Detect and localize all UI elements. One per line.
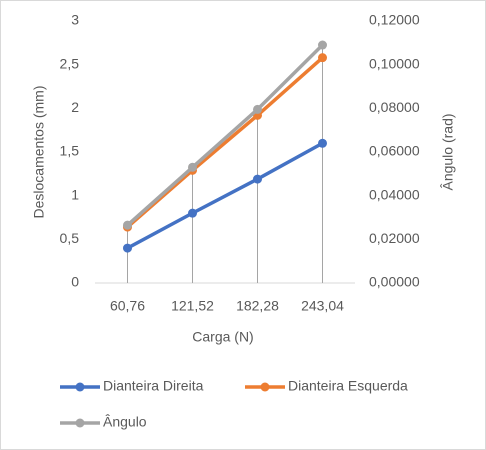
y-tick-label: 1,5 <box>60 143 80 159</box>
x-tick-label: 121,52 <box>171 298 214 314</box>
point <box>253 104 262 114</box>
legend-marker <box>260 382 270 392</box>
y-tick-label: 3 <box>71 12 79 28</box>
x-tick-label: 243,04 <box>301 298 344 314</box>
point <box>318 53 327 63</box>
y-tick-label: 0,5 <box>60 230 80 246</box>
point <box>123 243 132 253</box>
point <box>188 208 197 218</box>
legend-label: Dianteira Direita <box>103 378 204 394</box>
series-line <box>126 141 324 250</box>
y2-tick-label: 0,10000 <box>369 55 420 71</box>
y2-tick-label: 0,04000 <box>369 186 420 202</box>
series-line <box>126 56 324 229</box>
point <box>318 40 327 50</box>
legend-marker <box>75 382 85 392</box>
point <box>318 138 327 148</box>
point <box>253 174 262 184</box>
y2-tick-label: 0,12000 <box>369 12 420 28</box>
y2-tick-label: 0,00000 <box>369 274 420 290</box>
legend-marker <box>75 418 85 428</box>
point <box>123 220 132 230</box>
x-tick-label: 60,76 <box>110 298 145 314</box>
y-tick-label: 0 <box>71 274 79 290</box>
y2-axis-title: Ângulo (rad) <box>440 113 456 190</box>
y-axis-title: Deslocamentos (mm) <box>31 85 47 218</box>
y2-tick-label: 0,08000 <box>369 99 420 115</box>
y2-tick-label: 0,06000 <box>369 143 420 159</box>
point <box>188 162 197 172</box>
x-tick-label: 182,28 <box>236 298 279 314</box>
legend-label: Ângulo <box>103 414 147 430</box>
y2-tick-label: 0,02000 <box>369 230 420 246</box>
legend-label: Dianteira Esquerda <box>288 378 408 394</box>
y-tick-label: 2,5 <box>60 55 80 71</box>
y-tick-label: 2 <box>71 99 79 115</box>
x-axis-title: Carga (N) <box>192 329 253 345</box>
y-tick-label: 1 <box>71 186 79 202</box>
series-line <box>126 43 324 227</box>
